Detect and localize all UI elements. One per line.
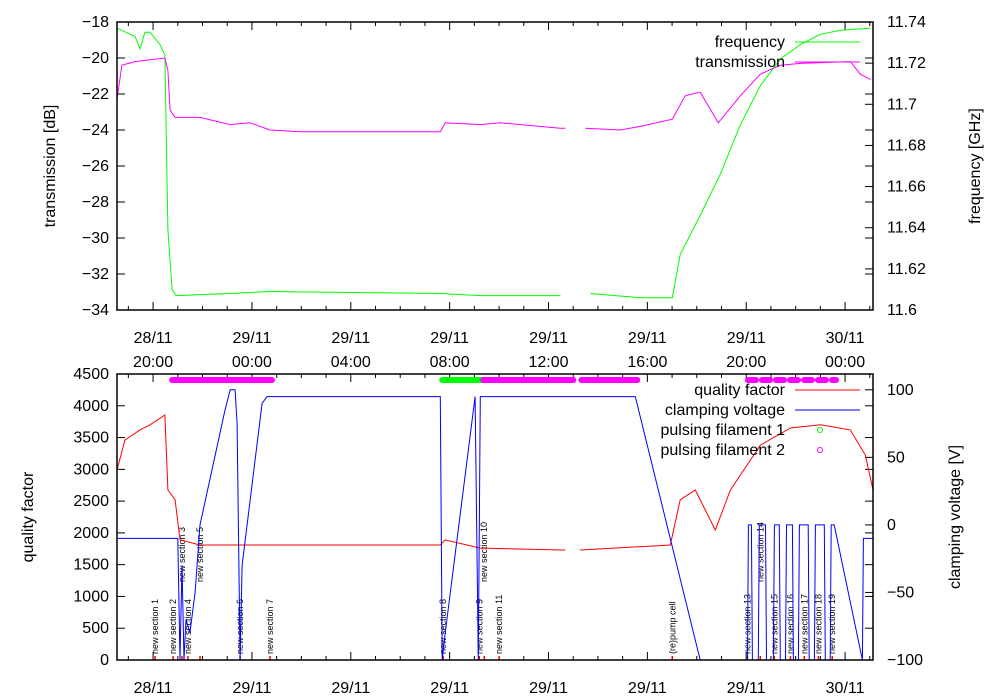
y-tick-label: 1000 bbox=[73, 588, 109, 605]
annotation-label: new section 1 bbox=[150, 599, 160, 654]
y-tick-label: 3000 bbox=[73, 461, 109, 478]
x-tick-date: 29/11 bbox=[233, 330, 272, 347]
annotation-label: new section 18 bbox=[813, 594, 823, 654]
x-tick-date: 29/11 bbox=[233, 680, 272, 697]
y-axis-label: transmission [dB] bbox=[42, 105, 59, 228]
annotation-label: new section 17 bbox=[799, 594, 809, 654]
series-frequency bbox=[590, 27, 871, 299]
series-transmission bbox=[116, 57, 566, 133]
y-tick-label: −20 bbox=[82, 50, 109, 67]
y2-tick-label: 11.64 bbox=[887, 220, 926, 237]
annotation-label: new section 19 bbox=[827, 594, 837, 654]
y-tick-label: 3500 bbox=[73, 430, 109, 447]
x-tick-time: 20:00 bbox=[133, 354, 173, 371]
x-tick-time: 16:00 bbox=[627, 354, 667, 371]
y-tick-label: 1500 bbox=[73, 557, 109, 574]
y-tick-label: 0 bbox=[100, 652, 109, 669]
y-tick-label: −30 bbox=[82, 230, 109, 247]
annotation-label: new section 15 bbox=[769, 594, 779, 654]
series-frequency bbox=[116, 27, 561, 297]
x-tick-date: 29/11 bbox=[727, 680, 766, 697]
y-tick-label: 500 bbox=[82, 620, 109, 637]
legend-marker-pulsing-filament-2 bbox=[817, 447, 823, 453]
x-tick-date: 29/11 bbox=[727, 330, 766, 347]
x-tick-date: 28/11 bbox=[134, 680, 173, 697]
x-tick-time: 00:00 bbox=[825, 354, 865, 371]
y-tick-label: −18 bbox=[82, 14, 109, 31]
y2-tick-label: 50 bbox=[887, 449, 905, 466]
y-tick-label: 4500 bbox=[73, 366, 109, 383]
y2-axis-label: clamping voltage [V] bbox=[947, 445, 964, 589]
legend-marker-pulsing-filament-1 bbox=[817, 427, 823, 433]
annotation-label: (re)pump cell bbox=[667, 601, 677, 654]
x-tick-date: 29/11 bbox=[430, 680, 469, 697]
x-tick-date: 29/11 bbox=[529, 330, 568, 347]
y2-tick-label: −100 bbox=[887, 652, 923, 669]
x-tick-time: 04:00 bbox=[331, 354, 371, 371]
y-tick-label: −26 bbox=[82, 158, 109, 175]
y-tick-label: −32 bbox=[82, 266, 109, 283]
legend-label: frequency bbox=[715, 34, 785, 51]
x-tick-date: 30/11 bbox=[826, 680, 865, 697]
x-tick-date: 28/11 bbox=[134, 330, 173, 347]
plot-frame bbox=[116, 21, 874, 311]
y2-tick-label: 11.7 bbox=[887, 96, 917, 113]
x-tick-time: 08:00 bbox=[430, 354, 470, 371]
annotation-label: new section 11 bbox=[494, 595, 504, 654]
y2-axis-label: frequency [GHz] bbox=[967, 108, 984, 224]
annotation-label: new section 16 bbox=[785, 594, 795, 654]
legend-label: quality factor bbox=[694, 382, 785, 399]
x-tick-date: 29/11 bbox=[430, 330, 469, 347]
x-tick-date: 29/11 bbox=[529, 680, 568, 697]
y2-tick-label: 11.62 bbox=[887, 261, 926, 278]
y2-tick-label: 11.6 bbox=[887, 302, 917, 319]
y-tick-label: −22 bbox=[82, 86, 109, 103]
x-tick-date: 29/11 bbox=[331, 330, 370, 347]
legend-label: pulsing filament 1 bbox=[660, 422, 785, 439]
annotation-label: new section 10 bbox=[479, 522, 489, 582]
y-tick-label: 2500 bbox=[73, 493, 109, 510]
annotation-label: new section 14 bbox=[755, 522, 765, 582]
y2-tick-label: 0 bbox=[887, 517, 896, 534]
y-axis-label: quality factor bbox=[20, 471, 37, 562]
plot-frame bbox=[116, 373, 874, 661]
y2-tick-label: 11.74 bbox=[887, 14, 926, 31]
x-tick-date: 29/11 bbox=[628, 330, 667, 347]
y-tick-label: −34 bbox=[82, 302, 109, 319]
series-quality-factor bbox=[580, 424, 874, 551]
x-tick-time: 00:00 bbox=[232, 354, 272, 371]
legend-label: transmission bbox=[695, 54, 785, 71]
y2-tick-label: 11.72 bbox=[887, 55, 926, 72]
x-tick-date: 29/11 bbox=[628, 680, 667, 697]
y-tick-label: −24 bbox=[82, 122, 109, 139]
annotation-label: new section 7 bbox=[265, 599, 275, 654]
x-tick-date: 29/11 bbox=[331, 680, 370, 697]
series-quality-factor bbox=[116, 414, 566, 551]
legend-label: pulsing filament 2 bbox=[660, 442, 785, 459]
y2-tick-label: −50 bbox=[887, 584, 914, 601]
x-tick-time: 12:00 bbox=[528, 354, 568, 371]
x-tick-date: 30/11 bbox=[826, 330, 865, 347]
y-tick-label: 4000 bbox=[73, 398, 109, 415]
y2-tick-label: 11.68 bbox=[887, 137, 926, 154]
y2-tick-label: 100 bbox=[887, 382, 914, 399]
annotation-label: new section 5 bbox=[195, 527, 205, 582]
y2-tick-label: 11.66 bbox=[887, 179, 926, 196]
series-transmission bbox=[585, 61, 871, 131]
y-tick-label: 2000 bbox=[73, 525, 109, 542]
legend-label: clamping voltage bbox=[665, 402, 785, 419]
annotation-label: new section 9 bbox=[474, 599, 484, 654]
y-tick-label: −28 bbox=[82, 194, 109, 211]
annotation-label: new section 2 bbox=[168, 599, 178, 654]
annotation-label: new section 8 bbox=[438, 599, 448, 654]
x-tick-time: 20:00 bbox=[726, 354, 766, 371]
annotation-label: new section 3 bbox=[177, 527, 187, 582]
